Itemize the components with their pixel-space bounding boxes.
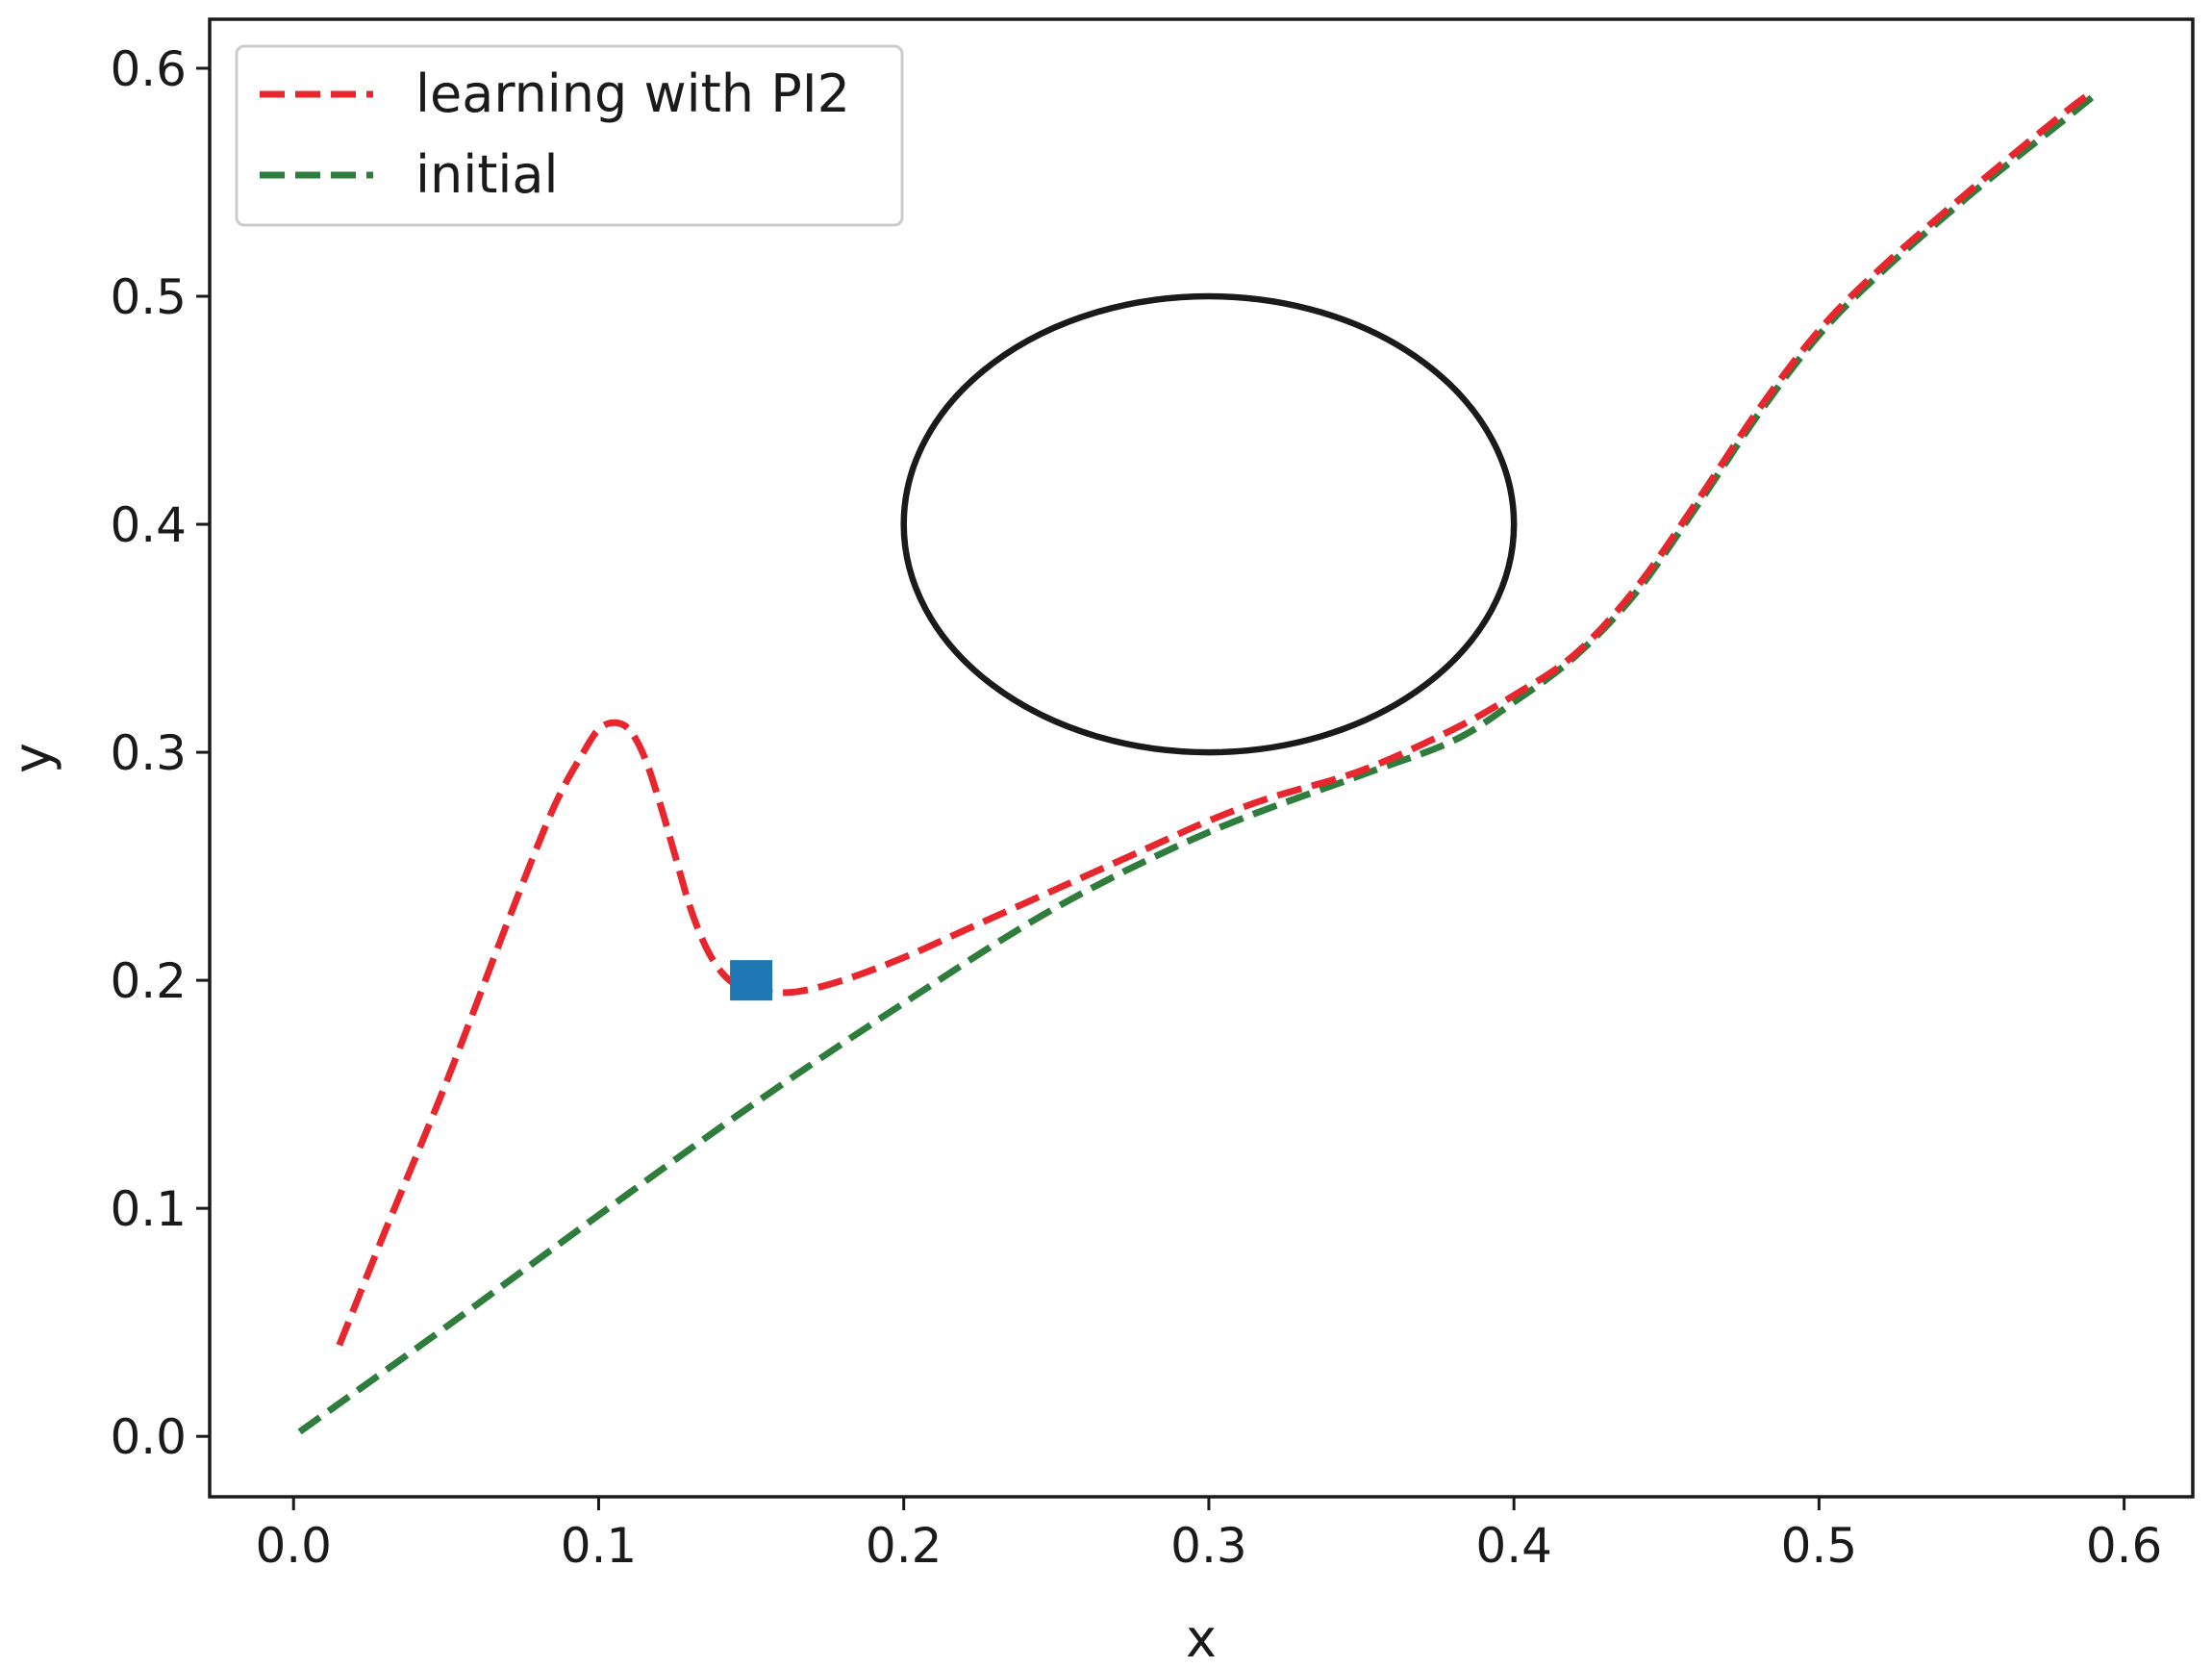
y-axis: 0.0 0.1 0.2 0.3 0.4 0.5 0.6	[110, 41, 210, 1465]
y-tick-label: 0.3	[110, 725, 187, 781]
obstacle-circle	[900, 292, 1518, 756]
legend-label-learning: learning with PI2	[415, 63, 850, 124]
x-axis-title: x	[1186, 1608, 1217, 1668]
y-axis-title: y	[2, 743, 63, 773]
y-tick-label: 0.5	[110, 269, 187, 325]
legend: learning with PI2 initial	[235, 44, 904, 227]
x-tick-label: 0.1	[561, 1518, 638, 1574]
y-tick-label: 0.2	[110, 953, 187, 1009]
via-point-marker	[730, 960, 773, 1001]
y-tick-label: 0.0	[110, 1409, 187, 1465]
series-line-learning	[336, 88, 2096, 1347]
y-tick-label: 0.1	[110, 1181, 187, 1237]
plot-area	[297, 88, 2102, 1435]
x-tick-label: 0.0	[255, 1518, 332, 1574]
legend-box	[235, 44, 904, 227]
x-tick-label: 0.2	[866, 1518, 943, 1574]
x-tick-label: 0.6	[2086, 1518, 2163, 1574]
x-tick-label: 0.5	[1781, 1518, 1858, 1574]
plot-frame	[208, 17, 2195, 1499]
y-tick-label: 0.6	[110, 41, 187, 97]
y-tick-label: 0.4	[110, 497, 187, 553]
x-tick-label: 0.3	[1170, 1518, 1247, 1574]
x-axis: 0.0 0.1 0.2 0.3 0.4 0.5 0.6	[255, 1497, 2162, 1574]
x-tick-label: 0.4	[1475, 1518, 1552, 1574]
legend-label-initial: initial	[415, 144, 559, 205]
